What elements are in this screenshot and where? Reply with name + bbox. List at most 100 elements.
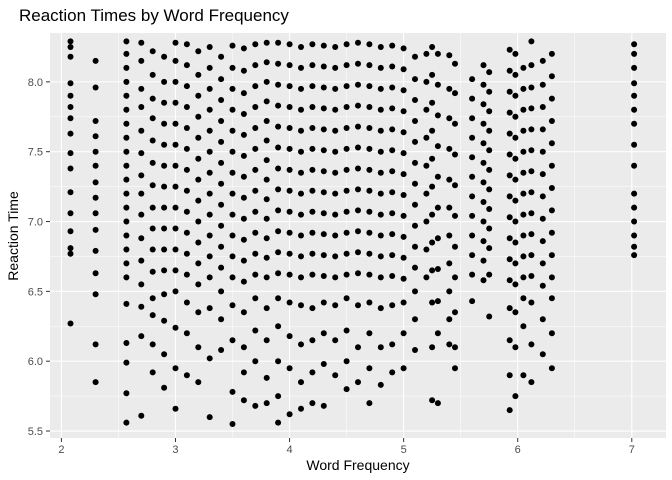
data-point (92, 210, 99, 217)
data-point (400, 150, 407, 157)
chart-title: Reaction Times by Word Frequency (19, 6, 289, 25)
data-point (286, 208, 293, 215)
data-point (195, 281, 202, 288)
data-point (631, 252, 638, 259)
data-point (429, 183, 436, 190)
data-point (452, 60, 458, 67)
data-point (229, 274, 236, 281)
data-point (429, 344, 436, 351)
data-point (520, 295, 527, 302)
data-point (631, 64, 638, 71)
data-point (412, 243, 418, 250)
data-point (286, 125, 293, 131)
data-point (240, 344, 247, 351)
data-point (452, 212, 458, 219)
data-point (195, 239, 202, 246)
data-point (423, 218, 430, 225)
data-point (286, 41, 293, 48)
y-axis: 5.5 6.0 6.5 7.0 7.5 8.0 (28, 77, 50, 438)
data-point (486, 271, 493, 278)
data-point (161, 99, 168, 106)
data-point (434, 266, 441, 272)
data-point (486, 313, 493, 320)
data-point (528, 341, 535, 348)
data-point (195, 379, 202, 386)
data-point (528, 38, 535, 45)
data-point (206, 414, 213, 421)
data-point (512, 309, 519, 316)
data-point (218, 347, 225, 353)
data-point (252, 295, 259, 302)
data-point (548, 274, 555, 281)
data-point (389, 273, 396, 279)
data-point (275, 393, 282, 400)
data-point (161, 384, 168, 391)
data-point (161, 78, 168, 85)
data-point (389, 63, 396, 70)
data-point (631, 162, 638, 169)
data-point (469, 115, 476, 122)
data-point (320, 63, 327, 70)
x-tick-label: 5 (401, 444, 407, 456)
data-point (469, 95, 476, 102)
data-point (298, 211, 304, 218)
data-point (528, 105, 535, 112)
data-point (123, 300, 130, 307)
data-point (263, 59, 270, 66)
data-point (92, 194, 99, 201)
data-point (263, 337, 270, 344)
data-point (423, 134, 430, 141)
data-point (138, 412, 145, 419)
data-point (183, 145, 190, 152)
data-point (218, 138, 225, 145)
data-point (183, 166, 190, 173)
data-point (412, 264, 418, 271)
data-point (486, 69, 493, 76)
data-point (252, 62, 259, 69)
data-point (218, 97, 225, 103)
data-point (446, 145, 453, 152)
data-point (252, 327, 259, 334)
data-point (263, 196, 270, 203)
data-point (67, 130, 74, 137)
data-point (400, 171, 407, 178)
data-point (429, 71, 436, 78)
data-point (355, 344, 361, 351)
y-tick-label: 5.5 (28, 426, 43, 438)
data-point (548, 140, 555, 147)
data-point (298, 106, 304, 113)
data-point (520, 148, 527, 155)
data-point (355, 228, 361, 235)
data-point (389, 168, 396, 175)
data-point (275, 419, 282, 426)
data-point (469, 212, 476, 219)
data-point (161, 291, 168, 298)
data-point (366, 125, 373, 131)
data-point (366, 62, 373, 69)
data-point (389, 302, 396, 309)
data-point (240, 67, 247, 74)
data-point (434, 298, 441, 305)
data-point (229, 190, 236, 197)
data-point (520, 253, 527, 260)
data-point (161, 246, 168, 253)
data-point (506, 372, 513, 379)
data-point (218, 316, 225, 323)
data-point (229, 232, 236, 239)
data-point (469, 154, 476, 161)
data-point (298, 148, 304, 155)
data-point (252, 166, 259, 173)
data-point (275, 358, 282, 365)
data-point (548, 162, 555, 169)
data-point (309, 369, 316, 376)
data-point (123, 260, 130, 267)
data-point (480, 140, 487, 147)
data-point (206, 355, 213, 362)
data-point (343, 125, 350, 131)
data-point (298, 190, 304, 197)
data-point (548, 229, 555, 236)
data-point (486, 225, 493, 232)
data-point (320, 189, 327, 196)
data-point (332, 337, 339, 344)
data-point (183, 62, 190, 69)
